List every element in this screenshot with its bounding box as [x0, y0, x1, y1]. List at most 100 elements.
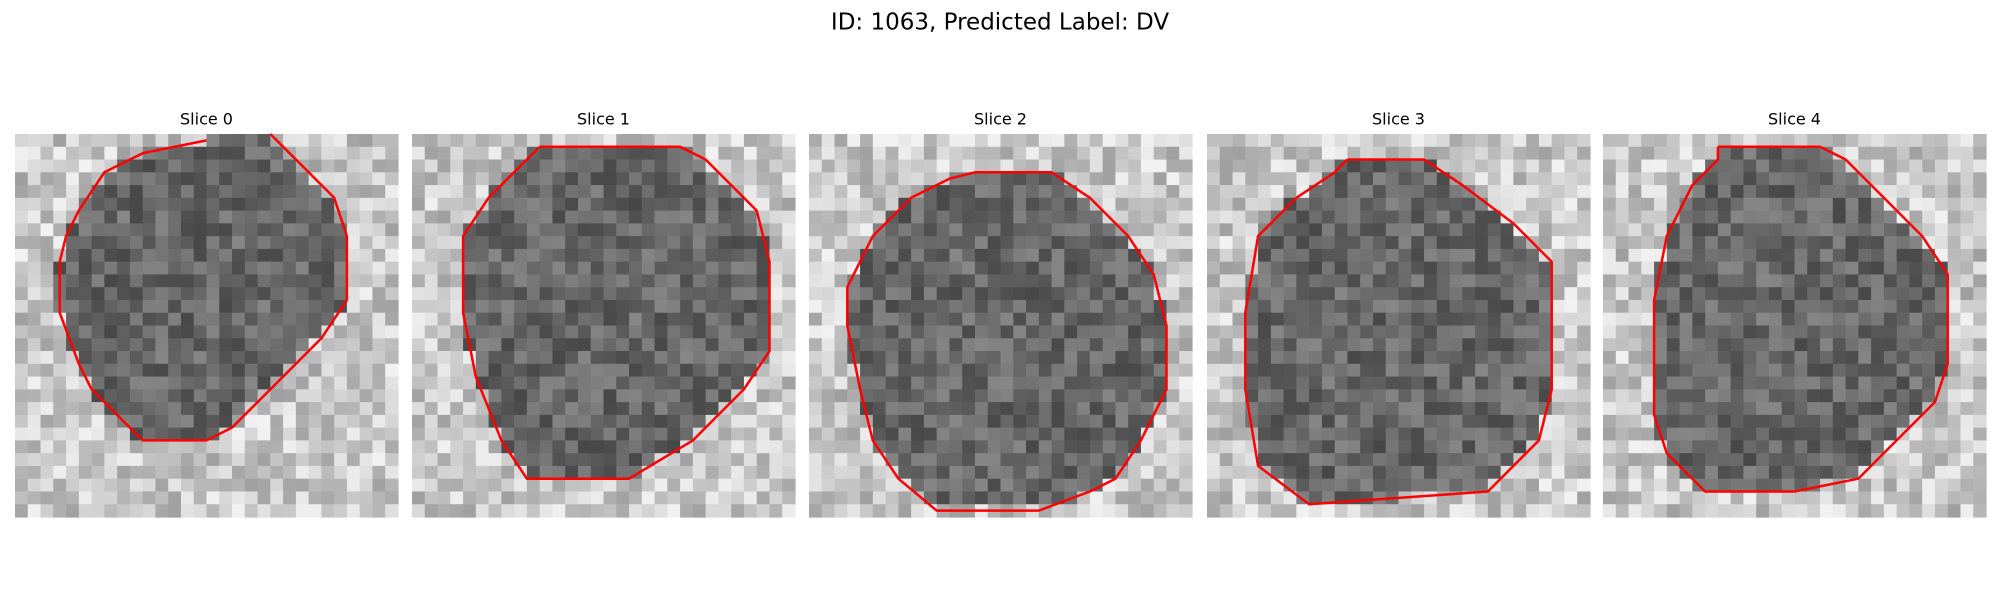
- pixel: [1436, 427, 1451, 441]
- pixel: [308, 402, 322, 416]
- pixel: [219, 223, 233, 237]
- pixel: [78, 274, 93, 288]
- pixel: [616, 491, 630, 505]
- pixel: [1258, 299, 1272, 314]
- pixel: [1973, 376, 1987, 390]
- pixel: [257, 236, 271, 250]
- pixel: [1000, 465, 1014, 480]
- pixel: [949, 440, 963, 454]
- pixel: [1424, 427, 1438, 441]
- pixel: [359, 274, 374, 288]
- pixel: [731, 325, 745, 339]
- pixel: [654, 159, 668, 173]
- pixel: [1179, 414, 1193, 429]
- pixel: [590, 453, 605, 467]
- pixel: [1820, 172, 1834, 186]
- pixel: [1679, 134, 1693, 148]
- pixel: [257, 402, 271, 416]
- pixel: [539, 299, 554, 314]
- pixel: [232, 236, 246, 250]
- pixel: [1934, 159, 1949, 173]
- pixel: [1538, 351, 1553, 365]
- pixel: [40, 363, 54, 378]
- pixel: [1883, 223, 1898, 237]
- pixel: [782, 159, 796, 173]
- pixel: [53, 338, 67, 352]
- pixel: [629, 299, 643, 314]
- pixel: [385, 363, 399, 378]
- pixel: [769, 287, 783, 301]
- pixel: [743, 261, 758, 276]
- pixel: [821, 236, 836, 250]
- pixel: [1360, 287, 1374, 301]
- pixel: [334, 389, 348, 403]
- pixel: [987, 402, 1002, 416]
- pixel: [1436, 236, 1451, 250]
- pixel: [1896, 261, 1910, 276]
- pixel: [359, 504, 374, 518]
- pixel: [1730, 172, 1745, 186]
- pixel: [168, 363, 182, 378]
- pixel: [15, 287, 29, 301]
- pixel: [1462, 287, 1476, 301]
- pixel: [424, 236, 439, 250]
- pixel: [1832, 287, 1847, 301]
- pixel: [1705, 389, 1719, 403]
- pixel: [936, 146, 951, 161]
- pixel: [450, 172, 464, 186]
- pixel: [488, 134, 502, 148]
- pixel: [180, 504, 195, 518]
- pixel: [847, 236, 861, 250]
- pixel: [142, 504, 157, 518]
- pixel: [974, 134, 989, 148]
- pixel: [821, 491, 836, 505]
- pixel: [1283, 287, 1297, 301]
- pixel: [629, 453, 643, 467]
- pixel: [539, 351, 554, 365]
- pixel: [437, 491, 451, 505]
- pixel: [129, 363, 144, 378]
- pixel: [1794, 134, 1808, 148]
- pixel: [923, 299, 938, 314]
- pixel: [346, 402, 361, 416]
- pixel: [257, 325, 271, 339]
- pixel: [180, 440, 195, 454]
- pixel: [1794, 261, 1808, 276]
- pixel: [1207, 427, 1221, 441]
- pixel: [1768, 465, 1783, 480]
- pixel: [1551, 491, 1566, 505]
- pixel: [1768, 491, 1783, 505]
- pixel: [1309, 478, 1323, 493]
- pixel: [1347, 312, 1361, 327]
- pixel: [1960, 159, 1974, 173]
- pixel: [1743, 389, 1757, 403]
- pixel: [385, 440, 399, 454]
- pixel: [1654, 312, 1668, 327]
- pixel: [1000, 261, 1014, 276]
- pixel: [117, 210, 131, 224]
- pixel: [1500, 440, 1514, 454]
- pixel: [1564, 261, 1578, 276]
- pixel: [1411, 440, 1425, 454]
- pixel: [359, 312, 374, 327]
- pixel: [872, 185, 887, 199]
- pixel: [412, 312, 426, 327]
- pixel: [1064, 440, 1078, 454]
- pixel: [1449, 414, 1463, 429]
- pixel: [1102, 376, 1116, 390]
- pixel: [1960, 504, 1974, 518]
- pixel: [1628, 325, 1642, 339]
- pixel: [1922, 261, 1936, 276]
- pixel: [270, 325, 284, 339]
- pixel: [1628, 274, 1642, 288]
- pixel: [488, 376, 502, 390]
- pixel: [283, 274, 297, 288]
- pixel: [1603, 491, 1617, 505]
- pixel: [270, 236, 284, 250]
- pixel: [1207, 414, 1221, 429]
- pixel: [641, 440, 656, 454]
- pixel: [590, 440, 605, 454]
- pixel: [1309, 312, 1323, 327]
- pixel: [1883, 376, 1898, 390]
